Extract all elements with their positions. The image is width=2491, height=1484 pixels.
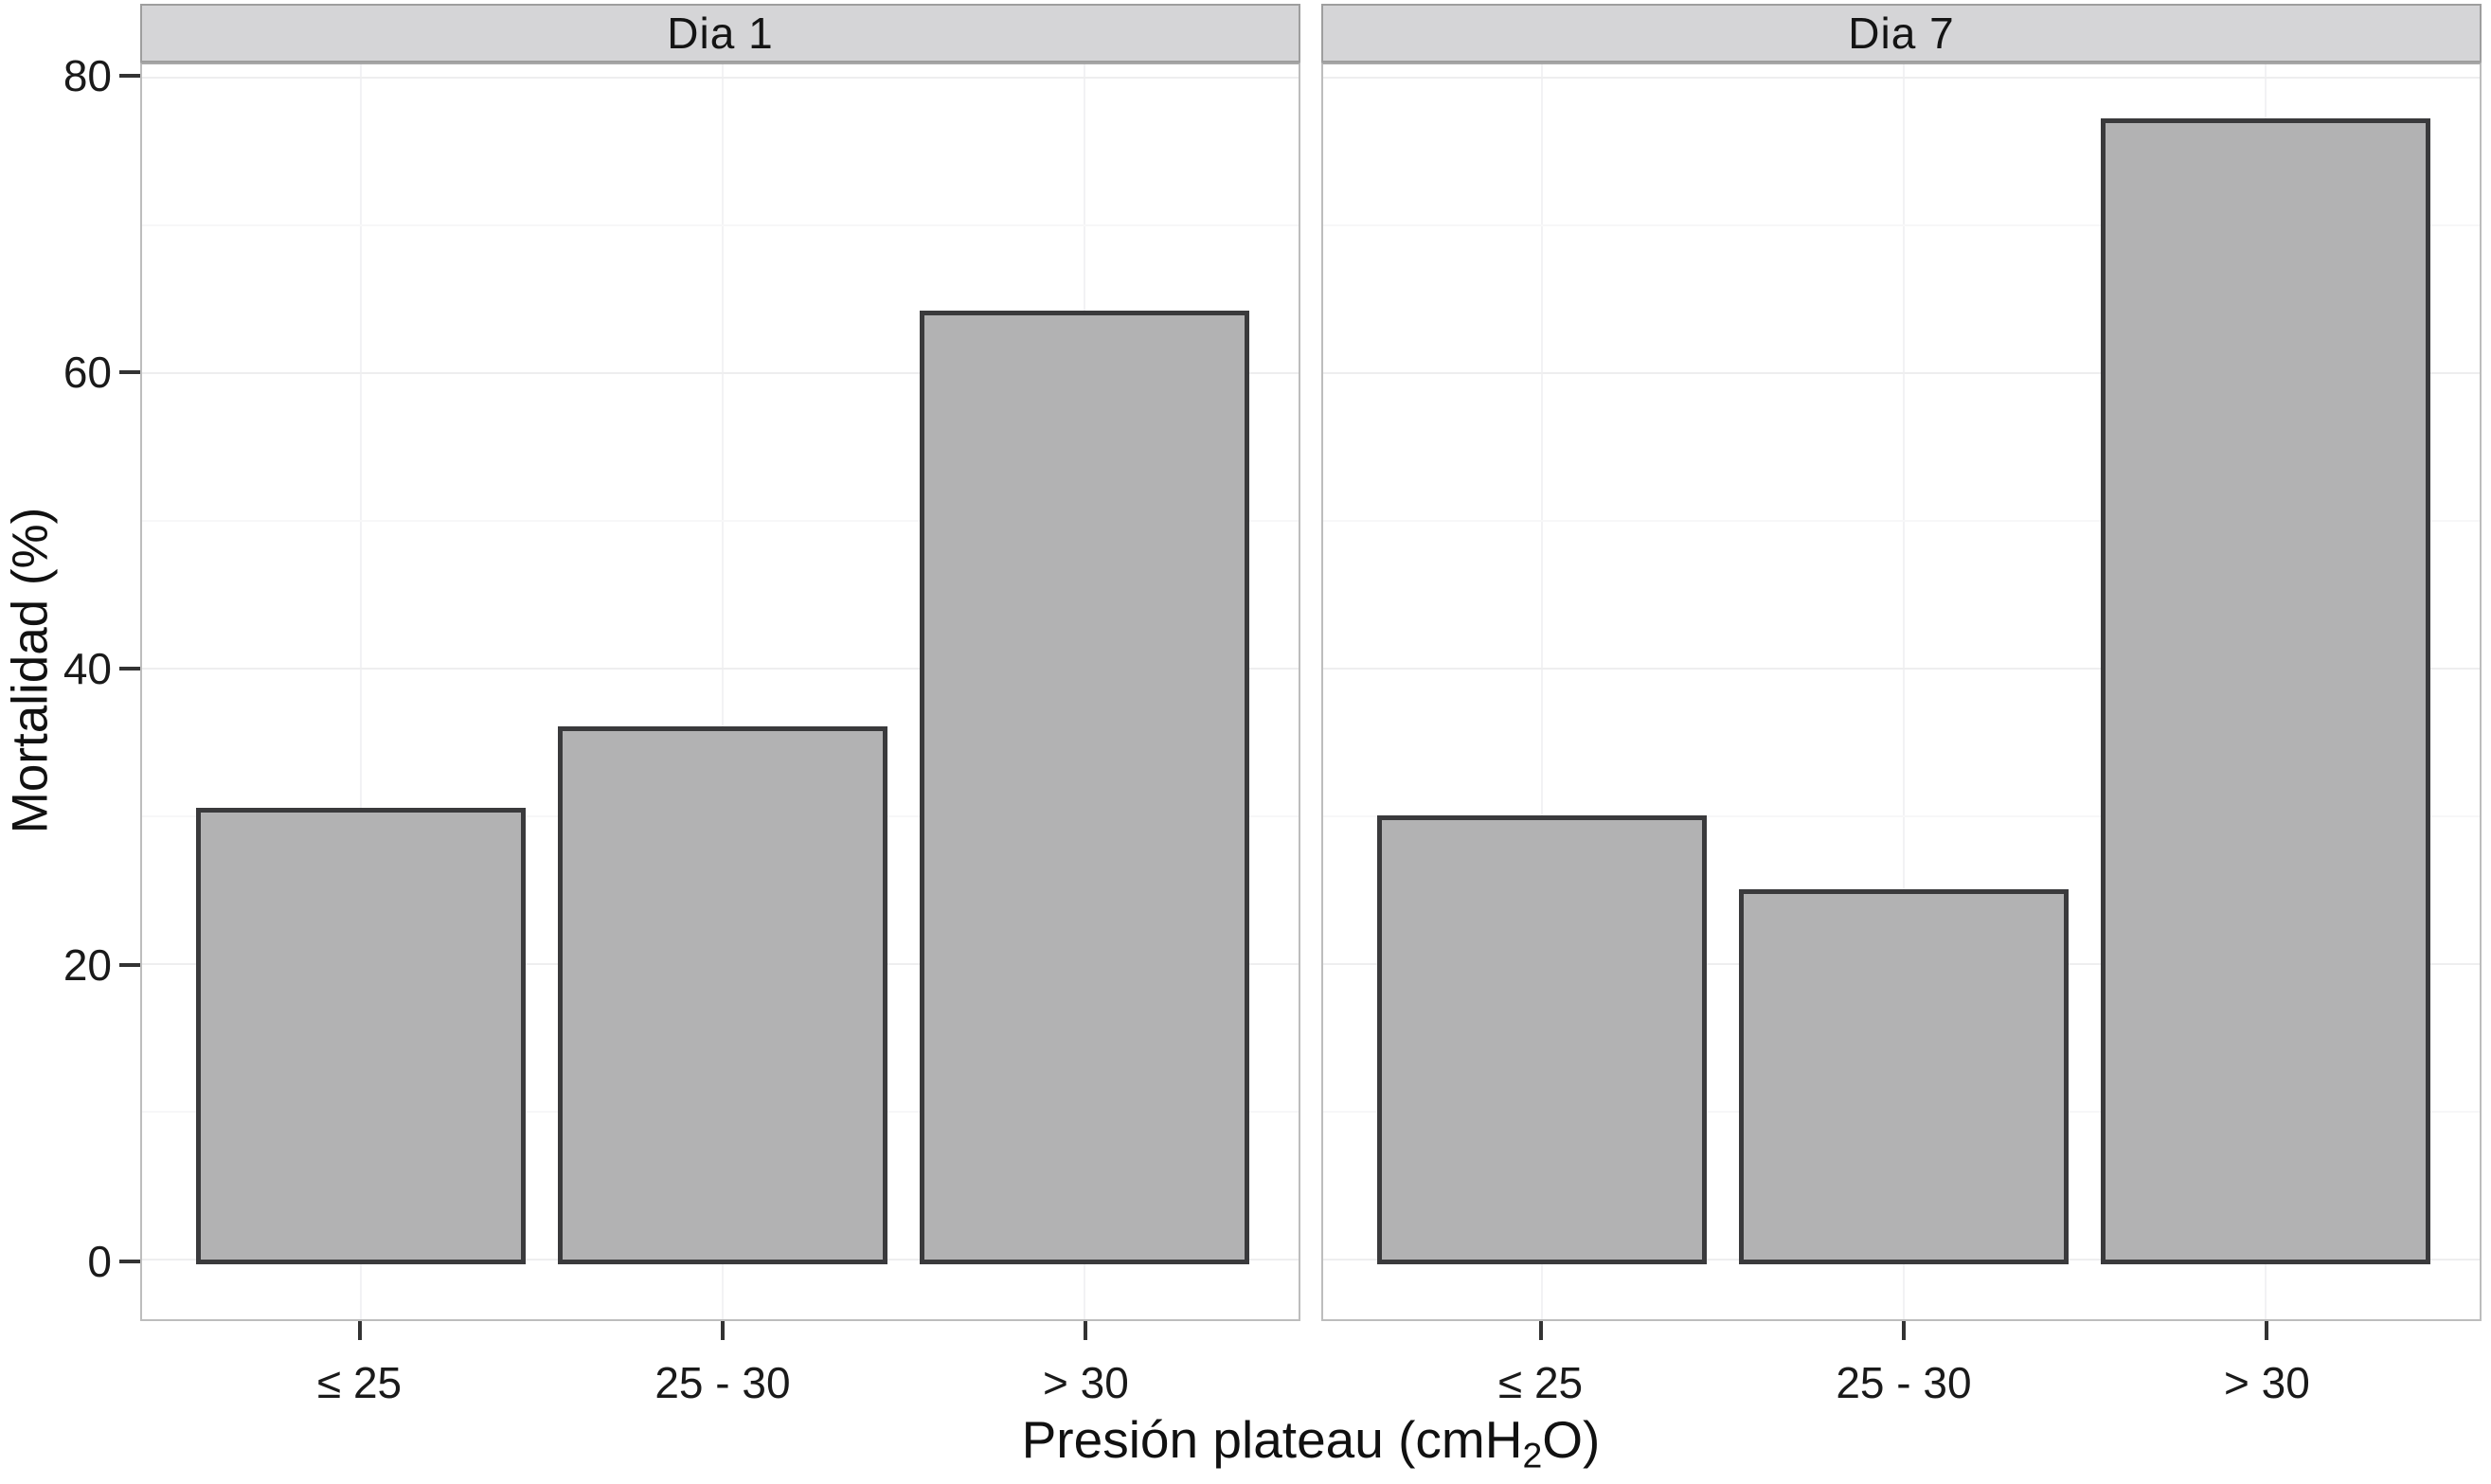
minor-gridline bbox=[1323, 815, 2480, 818]
bar->30 bbox=[2101, 118, 2431, 1264]
major-gridline bbox=[1323, 77, 2480, 80]
x-axis-tick-label: 25 - 30 bbox=[1836, 1358, 1972, 1407]
vertical-gridline bbox=[721, 64, 724, 1319]
x-axis-tick-marks bbox=[1321, 1321, 2482, 1340]
x-axis-tick-label: > 30 bbox=[1042, 1358, 1129, 1407]
facet-panel-dia-7: Dia 7 ≤ 25 25 - 30 > 30 bbox=[1321, 4, 2482, 1410]
vertical-gridline bbox=[1540, 64, 1543, 1319]
facet-strip-label: Dia 1 bbox=[667, 9, 774, 58]
x-tick-mark bbox=[2265, 1321, 2269, 1340]
facet-panel-dia-1: Dia 1 ≤ 25 25 - 30 > 30 bbox=[140, 4, 1300, 1410]
y-axis-tick-label: 20 bbox=[63, 939, 112, 990]
y-tick-mark bbox=[119, 1259, 140, 1263]
vertical-gridline bbox=[359, 64, 362, 1319]
major-gridline bbox=[142, 77, 1299, 80]
y-axis-tick-label: 60 bbox=[63, 348, 112, 398]
x-axis-tick-labels: ≤ 25 25 - 30 > 30 bbox=[140, 1340, 1300, 1410]
y-axis-tick-label: 80 bbox=[63, 51, 112, 101]
x-axis-title-text: Presión plateau (cmH bbox=[1021, 1410, 1523, 1469]
bar-≤25 bbox=[1376, 814, 1707, 1264]
facet-strip-dia-7: Dia 7 bbox=[1321, 4, 2482, 63]
vertical-gridline bbox=[1902, 64, 1905, 1319]
y-tick-mark bbox=[119, 370, 140, 375]
minor-gridline bbox=[1323, 520, 2480, 523]
x-axis-tick-labels: ≤ 25 25 - 30 > 30 bbox=[1321, 1340, 2482, 1410]
y-tick-mark bbox=[119, 74, 140, 79]
x-axis-title-text: O) bbox=[1542, 1410, 1601, 1469]
x-axis-title-subscript: 2 bbox=[1522, 1435, 1543, 1475]
x-axis-title: Presión plateau (cmH2O) bbox=[140, 1409, 2482, 1475]
y-axis-tick-labels: 0 20 40 60 80 bbox=[0, 51, 117, 1321]
major-gridline bbox=[1323, 668, 2480, 670]
x-axis-tick-label: > 30 bbox=[2223, 1358, 2310, 1407]
minor-gridline bbox=[1323, 224, 2480, 227]
facet-strip-dia-1: Dia 1 bbox=[140, 4, 1300, 63]
x-axis-tick-label: 25 - 30 bbox=[654, 1358, 791, 1407]
x-tick-mark bbox=[1538, 1321, 1543, 1340]
major-gridline bbox=[142, 668, 1299, 670]
x-tick-mark bbox=[1084, 1321, 1088, 1340]
facet-panels: Dia 1 ≤ 25 25 - 30 > 30 Dia 7 ≤ 25 25 - 30 >… bbox=[140, 4, 2482, 1410]
x-axis-tick-label: ≤ 25 bbox=[316, 1358, 403, 1407]
x-tick-mark bbox=[357, 1321, 362, 1340]
x-axis-tick-marks bbox=[140, 1321, 1300, 1340]
y-axis-tick-label: 0 bbox=[87, 1236, 112, 1286]
bar-25-30 bbox=[1738, 888, 2069, 1264]
y-axis-tick-label: 40 bbox=[63, 644, 112, 693]
minor-gridline bbox=[142, 520, 1299, 523]
major-gridline bbox=[142, 372, 1299, 375]
x-tick-mark bbox=[1901, 1321, 1906, 1340]
x-tick-mark bbox=[720, 1321, 725, 1340]
plot-area-dia-1 bbox=[140, 63, 1300, 1321]
bar-25-30 bbox=[557, 725, 887, 1264]
y-tick-mark bbox=[119, 962, 140, 967]
x-axis-tick-label: ≤ 25 bbox=[1497, 1358, 1584, 1407]
y-tick-mark bbox=[119, 667, 140, 670]
major-gridline bbox=[1323, 372, 2480, 375]
facet-strip-label: Dia 7 bbox=[1848, 9, 1955, 58]
bar->30 bbox=[920, 311, 1250, 1264]
minor-gridline bbox=[142, 224, 1299, 227]
y-axis-tick-marks bbox=[117, 63, 140, 1321]
bar-≤25 bbox=[195, 807, 526, 1264]
plot-area-dia-7 bbox=[1321, 63, 2482, 1321]
